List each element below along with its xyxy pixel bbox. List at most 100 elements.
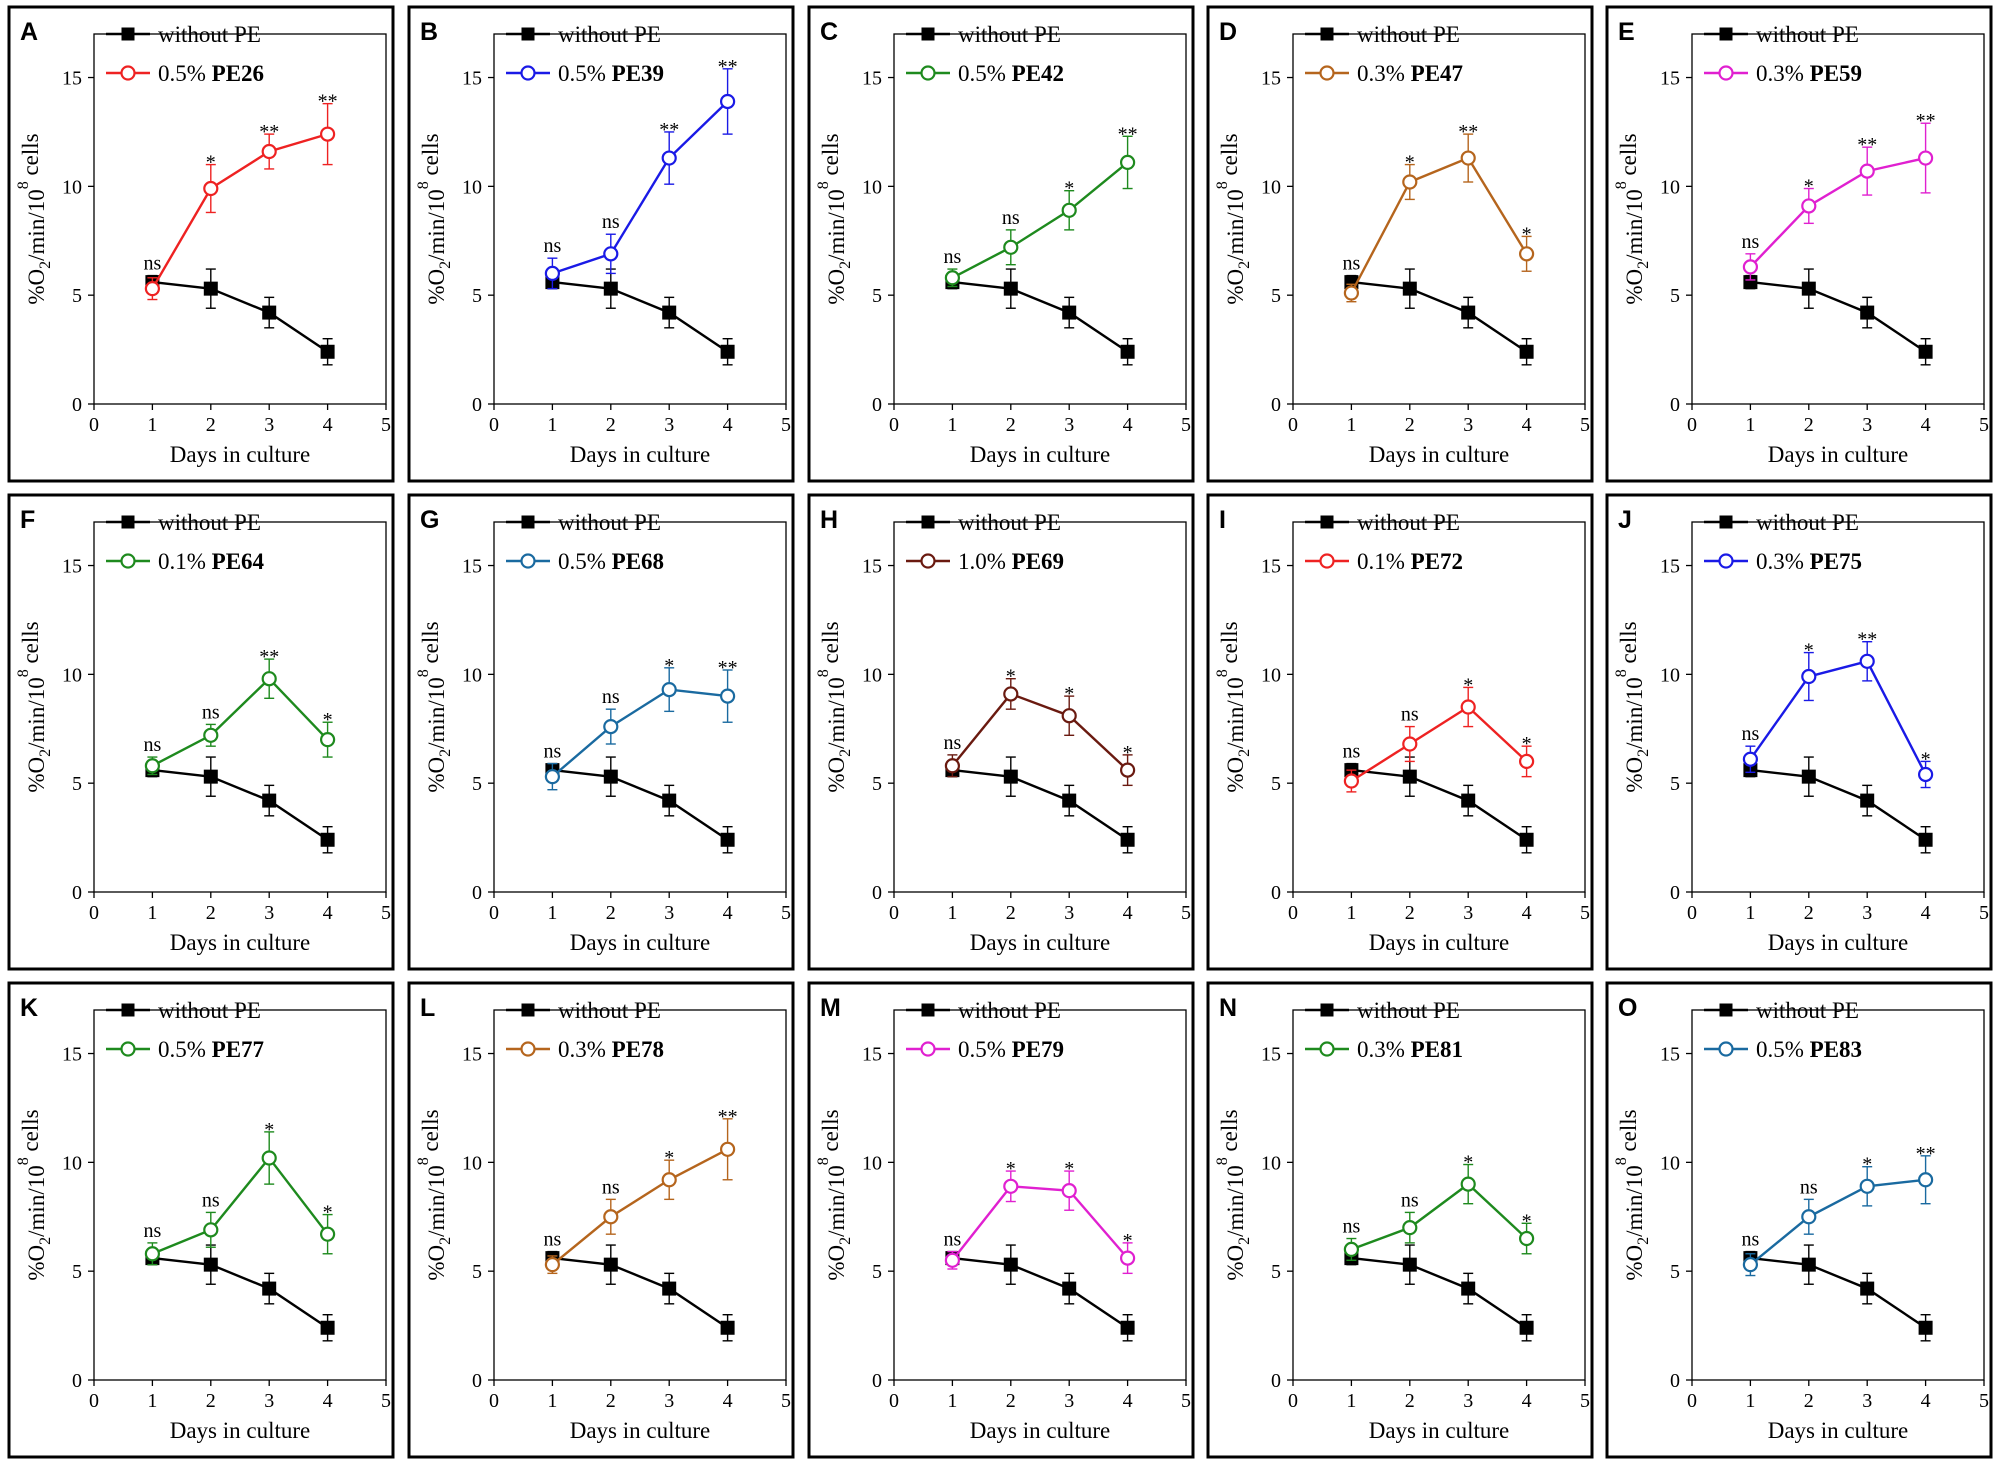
plot-frame <box>93 1009 387 1381</box>
y-axis-title-sup: 8 <box>815 669 832 677</box>
y-axis-title-part: %O <box>1223 1245 1248 1281</box>
legend-label: 0.5% PE83 <box>1756 1037 1862 1062</box>
legend-marker-square <box>521 1003 535 1017</box>
y-axis-title-sub: 2 <box>1236 749 1253 757</box>
y-axis-title-part: %O <box>1622 757 1647 793</box>
series-control <box>1743 1244 1933 1342</box>
data-point-circle <box>261 143 277 160</box>
legend-label-extract: PE47 <box>1411 61 1463 86</box>
x-tick-label: 4 <box>323 414 333 436</box>
y-tick-label: 5 <box>1271 773 1281 795</box>
legend-label: without PE <box>1357 998 1460 1023</box>
y-tick-label: 10 <box>1261 176 1281 198</box>
legend-label: 0.1% PE64 <box>158 549 265 574</box>
data-point-circle <box>1801 668 1817 685</box>
legend: without PE 0.3% PE75 <box>1704 510 1862 574</box>
legend-label: without PE <box>558 998 661 1023</box>
legend-label-extract: PE75 <box>1810 549 1862 574</box>
x-tick-label: 5 <box>1580 414 1590 436</box>
series-line <box>1749 1178 1926 1266</box>
x-tick-label: 2 <box>606 414 616 436</box>
data-point-circle <box>1519 246 1535 262</box>
legend-label-extract: PE72 <box>1411 549 1463 574</box>
x-tick-label: 5 <box>1580 902 1590 924</box>
significance-label: ** <box>718 657 738 679</box>
data-point-circle <box>1003 1178 1019 1194</box>
series-control <box>145 1244 335 1342</box>
x-tick-label: 3 <box>264 1390 274 1412</box>
legend-label-concentration: 0.5% <box>958 61 1012 86</box>
series-control <box>1344 268 1534 366</box>
data-point-square <box>1461 305 1476 320</box>
panel-border <box>807 5 1195 483</box>
data-point-square <box>1120 832 1135 847</box>
x-tick-label: 4 <box>1921 1390 1931 1412</box>
data-point-circle <box>1918 766 1934 783</box>
significance-label: ** <box>659 119 679 141</box>
significance-label: ns <box>1401 1189 1419 1211</box>
y-tick-label: 0 <box>1670 394 1680 416</box>
data-point-circle <box>1519 1230 1535 1247</box>
legend-label-concentration: 0.5% <box>158 61 212 86</box>
x-tick-label: 0 <box>889 1390 899 1412</box>
legend: without PE 0.1% PE64 <box>106 510 265 574</box>
data-point-square <box>1003 769 1018 784</box>
significance-label: ns <box>1343 253 1361 275</box>
significance-label: ns <box>602 1176 620 1198</box>
legend-label: without PE <box>1756 998 1859 1023</box>
legend-label-concentration: 0.5% <box>558 61 612 86</box>
data-point-square <box>1062 305 1077 320</box>
significance-label: ** <box>1857 134 1877 156</box>
data-point-square <box>603 281 618 296</box>
legend: without PE 0.3% PE81 <box>1305 998 1463 1062</box>
y-tick-label: 10 <box>862 1152 882 1174</box>
panel-g: G 0 1 2 3 4 5 0 5 10 15 Days in culture %O2/min/108 … <box>407 493 795 971</box>
data-point-circle <box>261 671 277 687</box>
y-axis-title: %O2/min/108 cells <box>815 133 854 304</box>
y-tick-label: 5 <box>872 773 882 795</box>
panel-letter: A <box>20 18 38 46</box>
y-tick-label: 10 <box>462 176 482 198</box>
data-point-circle <box>1801 1209 1817 1225</box>
panel-border <box>7 981 395 1459</box>
series-treatment <box>944 135 1136 288</box>
x-tick-label: 0 <box>889 902 899 924</box>
data-point-square <box>1402 769 1417 784</box>
x-tick-label: 3 <box>664 902 674 924</box>
data-point-square <box>1519 832 1534 847</box>
legend-label: 0.3% PE78 <box>558 1037 664 1062</box>
significance-label: ns <box>1742 723 1760 745</box>
legend-marker-circle <box>120 1041 136 1057</box>
panel-i: I 0 1 2 3 4 5 0 5 10 15 Days in culture %O2/min/108 … <box>1206 493 1594 971</box>
legend-label-concentration: 0.3% <box>558 1037 612 1062</box>
data-point-circle <box>544 1257 560 1273</box>
significance-label: ns <box>602 686 620 708</box>
significance-label: * <box>1405 152 1415 174</box>
y-axis-title-part: cells <box>18 621 43 669</box>
data-point-square <box>320 832 335 847</box>
legend-marker-circle <box>1718 1041 1734 1057</box>
legend: without PE 0.5% PE83 <box>1704 998 1862 1062</box>
data-point-circle <box>544 265 560 282</box>
plot-frame <box>493 33 787 405</box>
significance-label: ** <box>259 646 279 668</box>
x-tick-label: 0 <box>1288 1390 1298 1412</box>
significance-label: ** <box>318 91 338 113</box>
y-tick-label: 15 <box>1261 68 1281 90</box>
legend-marker-square <box>521 27 535 41</box>
series-line <box>551 1148 729 1266</box>
panel-border <box>407 981 795 1459</box>
x-tick-label: 5 <box>381 1390 391 1412</box>
y-axis-title-part: %O <box>424 757 449 793</box>
legend-marker-circle <box>520 553 536 569</box>
x-tick-label: 1 <box>1745 902 1755 924</box>
series-line <box>952 1256 1129 1329</box>
panel-border <box>1206 981 1594 1459</box>
x-tick-label: 0 <box>489 902 499 924</box>
significance-label: ns <box>202 1189 220 1211</box>
legend-label-concentration: 0.3% <box>1357 61 1411 86</box>
x-tick-label: 2 <box>606 1390 616 1412</box>
x-tick-label: 4 <box>1921 414 1931 436</box>
legend-marker-square <box>121 27 135 41</box>
y-tick-label: 5 <box>1271 285 1281 307</box>
